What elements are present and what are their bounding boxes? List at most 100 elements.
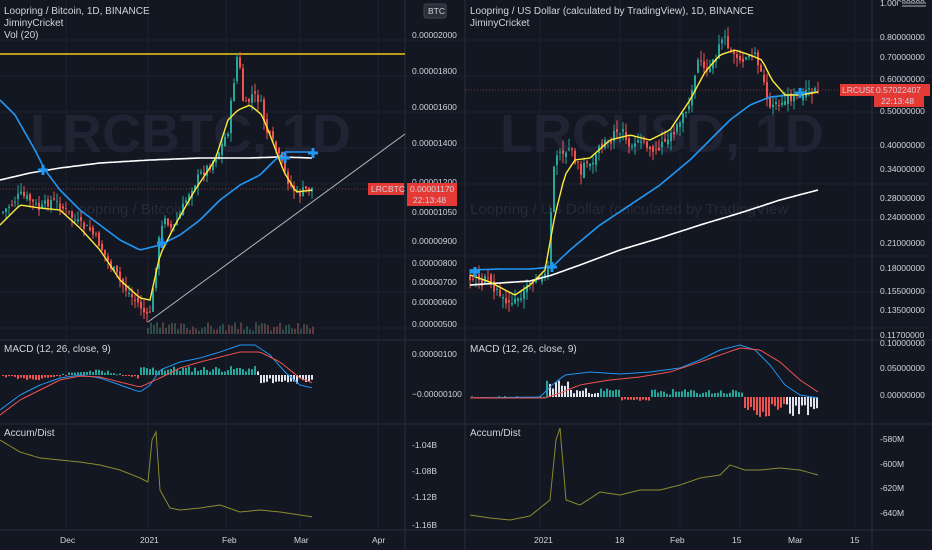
right-author: JiminyCricket [470,18,530,29]
macd-bar [71,372,73,375]
left-ma-yellow [0,104,313,301]
btc-badge-label: BTC [428,6,445,16]
macd-bar [744,397,746,409]
volume-bar [303,324,305,334]
macd-bar [185,367,187,375]
volume-bar [162,322,164,334]
candle-body [8,206,10,208]
left-watermark: LRCBTC, 1D [30,104,351,164]
volume-bar [255,322,257,334]
macd-bar [212,369,214,375]
volume-bar [150,322,152,334]
macd-bar [29,375,31,379]
macd-bar [696,392,698,397]
volume-bar [171,322,173,334]
macd-bar [269,375,271,379]
macd-bar [191,371,193,375]
candle-body [227,133,229,137]
candle-body [98,232,100,247]
macd-bar [140,367,142,375]
candle-body [164,218,166,224]
candle-body [766,81,768,100]
candle-body [526,284,528,293]
macd-bar [795,397,797,406]
macd-bar [248,368,250,375]
candle-body [487,277,489,279]
left-ma-blue [0,99,312,251]
volume-bar [267,325,269,334]
volume-bar [216,329,218,334]
candle-body [149,311,151,313]
candle-body [724,36,726,38]
candle-body [571,148,573,150]
macd-bar [80,372,82,375]
macd-bar [137,375,139,379]
macd-bar [110,373,112,375]
macd-bar [197,370,199,375]
macd-bar [158,370,160,375]
candle-body [727,36,729,49]
menu-icon[interactable] [898,2,928,10]
macd-bar [20,375,22,378]
macd-bar [672,389,674,397]
volume-bar [258,325,260,334]
volume-bar [177,328,179,334]
macd-bar [188,366,190,375]
volume-bar [288,324,290,334]
candle-body [721,39,723,44]
candle-body [787,95,789,105]
macd-bar [26,375,28,380]
candle-body [38,202,40,211]
volume-bar [210,325,212,334]
candle-body [158,237,160,269]
macd-bar [714,393,716,397]
right-ad-tick: -600M [880,459,904,469]
macd-bar [257,371,259,375]
right-price-tag-symbol: LRCUSD [842,85,877,95]
macd-bar [552,388,554,397]
candle-body [101,243,103,251]
macd-bar [549,383,551,397]
candle-body [700,60,702,62]
candle-body [197,174,199,187]
candle-body [257,95,259,103]
candle-body [86,225,88,227]
macd-bar [284,375,286,381]
macd-bar [11,375,13,377]
candle-body [532,282,534,284]
candle-body [709,68,711,72]
macd-bar [561,385,563,397]
right-price-tick: 0.60000000 [880,74,925,84]
right-price-tick: 0.50000000 [880,106,925,116]
candle-body [802,94,804,101]
right-cross-markers [470,88,805,277]
candle-body [110,261,112,269]
candle-body [514,298,516,304]
macd-bar [38,375,40,381]
volume-bar [240,322,242,334]
macd-bar [89,370,91,375]
right-price-tick: 0.34000000 [880,164,925,174]
btc-badge[interactable]: BTC [423,3,447,19]
macd-bar [642,397,644,400]
candle-body [203,172,205,176]
macd-bar [92,372,94,375]
candle-body [215,159,217,163]
macd-bar [807,397,809,416]
candle-body [736,54,738,59]
volume-bar [222,324,224,334]
volume-bar [270,330,272,334]
macd-bar [8,375,10,377]
macd-bar [627,397,629,400]
candle-body [508,300,510,303]
candle-body [131,294,133,297]
macd-bar [729,392,731,397]
candle-body [32,199,34,202]
volume-bar [243,329,245,334]
macd-bar [657,392,659,397]
candle-body [242,68,244,101]
candle-body [505,298,507,304]
left-price-tick: 0.00000800 [412,258,457,268]
